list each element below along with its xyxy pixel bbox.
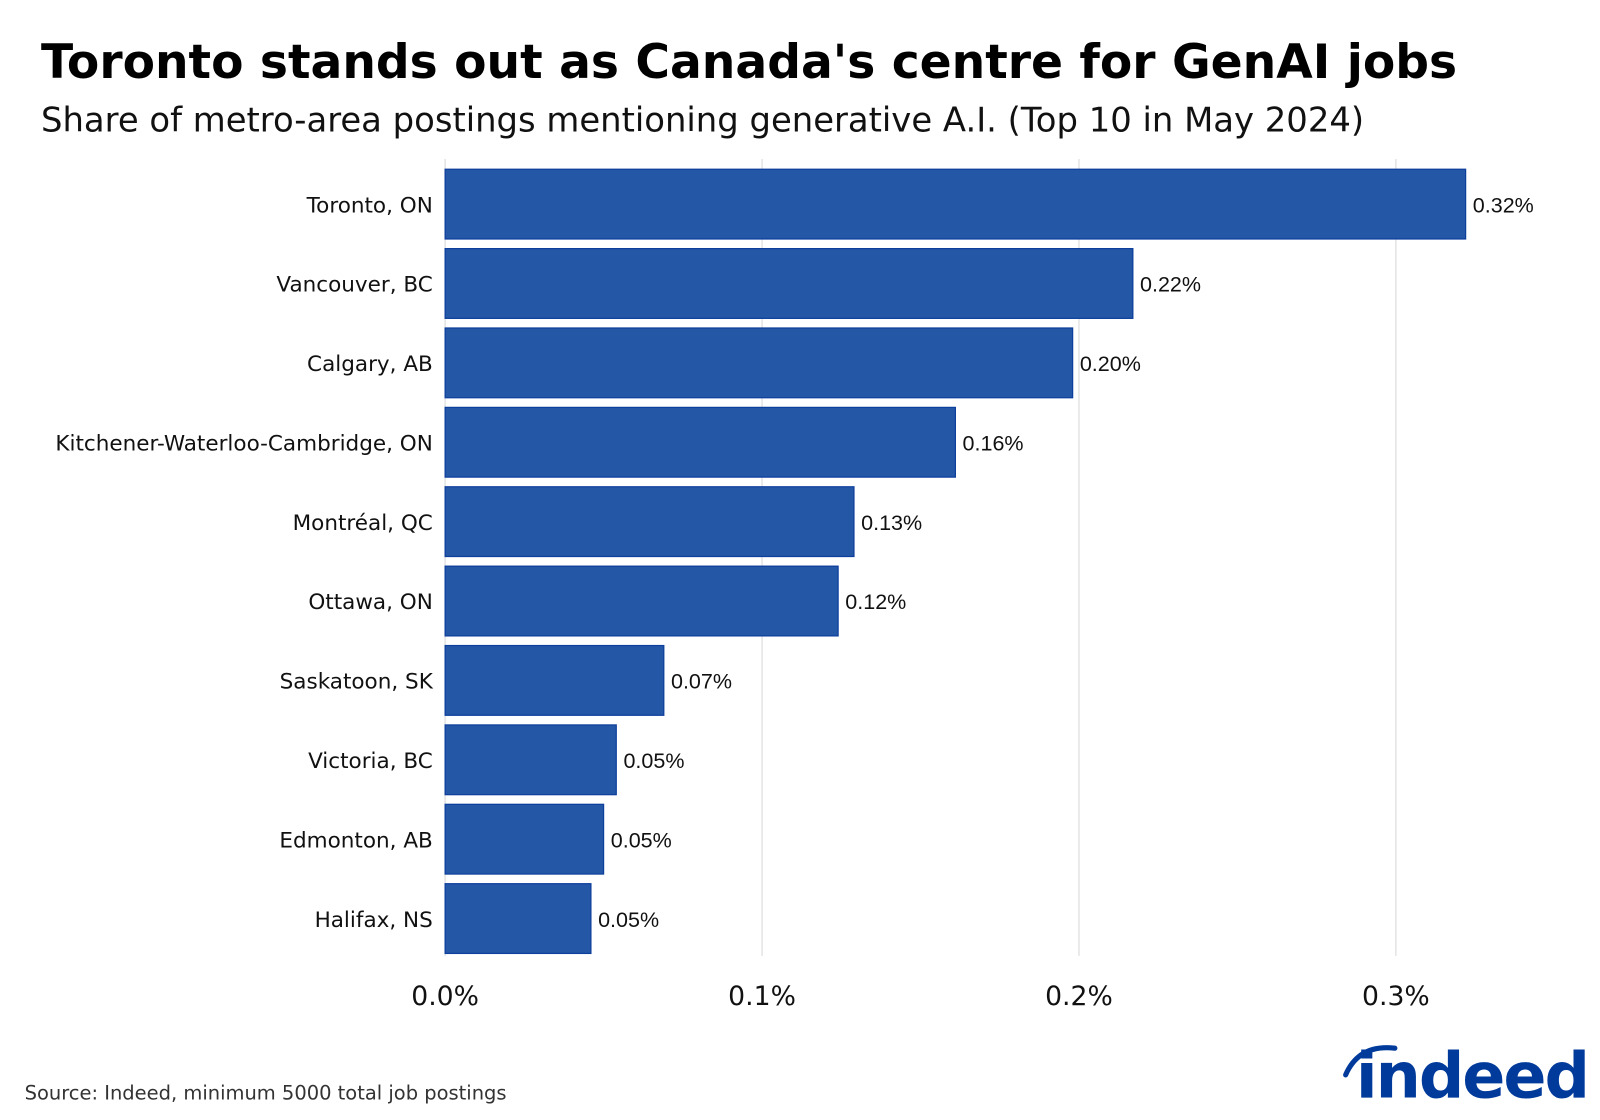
category-label: Kitchener-Waterloo-Cambridge, ON <box>55 431 432 456</box>
bar <box>444 486 855 558</box>
bar <box>444 644 665 716</box>
bar <box>444 247 1134 319</box>
data-label: 0.22% <box>1140 273 1201 297</box>
chart-title: Toronto stands out as Canada's centre fo… <box>41 35 1457 90</box>
bar <box>444 724 617 796</box>
bar <box>444 565 839 637</box>
source-note: Source: Indeed, minimum 5000 total job p… <box>25 1081 507 1104</box>
bars: Toronto, ON 0.32% Vancouver, BC 0.22% Calgar… <box>55 168 1534 955</box>
data-label: 0.13% <box>861 511 922 535</box>
x-tick-label: 0.3% <box>1362 981 1430 1012</box>
category-label: Saskatoon, SK <box>280 670 434 695</box>
x-tick-label: 0.0% <box>411 981 479 1012</box>
data-label: 0.07% <box>671 670 732 694</box>
data-label: 0.12% <box>845 590 906 614</box>
data-label: 0.05% <box>611 828 672 852</box>
bar <box>444 327 1074 399</box>
bar <box>444 406 956 478</box>
bar <box>444 883 592 955</box>
data-label: 0.20% <box>1080 352 1141 376</box>
data-label: 0.05% <box>623 749 684 773</box>
category-label: Toronto, ON <box>306 193 433 218</box>
data-label: 0.32% <box>1473 193 1534 217</box>
x-tick-label: 0.1% <box>728 981 796 1012</box>
bar <box>444 168 1467 240</box>
indeed-logo: indeed <box>1343 1038 1590 1112</box>
x-axis: 0.0% 0.1% 0.2% 0.3% <box>411 981 1430 1012</box>
category-label: Edmonton, AB <box>279 828 432 853</box>
chart-subtitle: Share of metro-area postings mentioning … <box>41 100 1364 139</box>
category-label: Montréal, QC <box>293 511 433 536</box>
data-label: 0.05% <box>598 908 659 932</box>
category-label: Calgary, AB <box>307 352 433 377</box>
category-label: Victoria, BC <box>308 749 433 774</box>
data-label: 0.16% <box>963 431 1024 455</box>
category-label: Vancouver, BC <box>276 273 432 298</box>
bar <box>444 803 605 875</box>
svg-text:indeed: indeed <box>1356 1038 1588 1112</box>
x-tick-label: 0.2% <box>1045 981 1113 1012</box>
category-label: Ottawa, ON <box>308 590 432 615</box>
category-label: Halifax, NS <box>315 908 433 933</box>
